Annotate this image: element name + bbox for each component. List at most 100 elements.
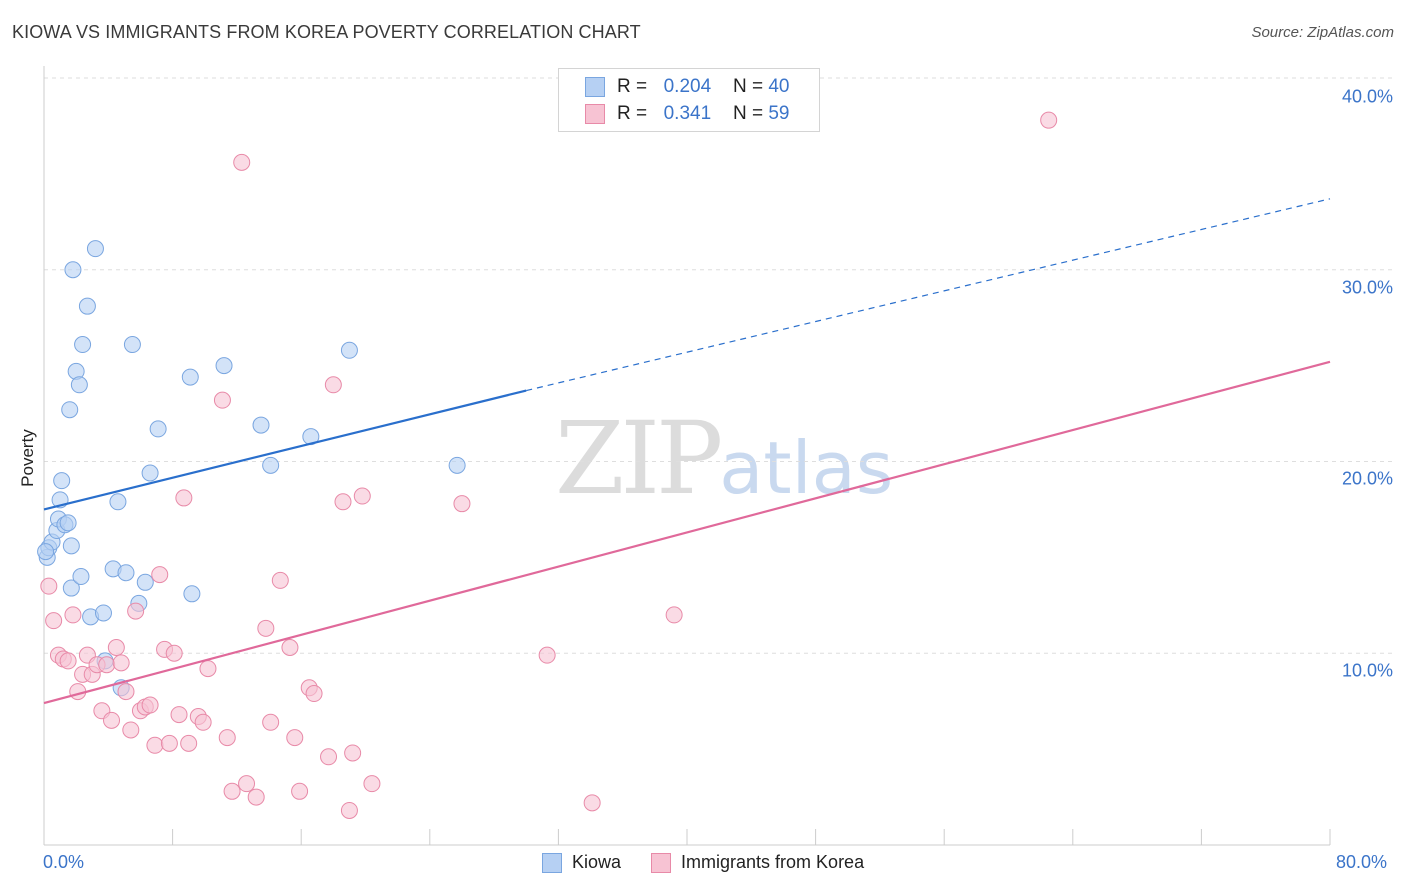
korea-point (334, 493, 352, 511)
korea-point (45, 612, 63, 630)
korea-point (305, 685, 323, 703)
legend-r-value: 0.341 (663, 103, 712, 124)
y-axis-label: Poverty (18, 429, 37, 487)
korea-point (160, 734, 178, 752)
legend-label-kiowa: Kiowa (572, 852, 622, 872)
kiowa-point (252, 416, 270, 434)
kiowa-point (94, 604, 112, 622)
korea-point (218, 729, 236, 747)
kiowa-point (448, 456, 466, 474)
korea-point (257, 619, 275, 637)
kiowa-point (149, 420, 167, 438)
korea-point (112, 654, 130, 672)
korea-point (213, 391, 231, 409)
korea-point (175, 489, 193, 507)
korea-point (538, 646, 556, 664)
kiowa-point (74, 336, 92, 354)
korea-point (107, 638, 125, 656)
korea-point (353, 487, 371, 505)
korea-point (238, 775, 256, 793)
legend-n-value: 40 (768, 76, 790, 97)
kiowa-point (59, 514, 77, 532)
korea-point (247, 788, 265, 806)
korea-point (223, 782, 241, 800)
kiowa-point (86, 240, 104, 258)
kiowa-point (183, 585, 201, 603)
kiowa-point (64, 261, 82, 279)
kiowa-point (53, 472, 71, 490)
watermark-atlas: atlas (719, 426, 894, 510)
kiowa-point (37, 543, 55, 561)
legend-n-value: 59 (768, 103, 790, 124)
y-tick-label-30: 30.0% (1341, 277, 1393, 298)
kiowa-point (136, 573, 154, 591)
korea-point (324, 376, 342, 394)
kiowa-trend-line (43, 389, 527, 511)
korea-point (344, 744, 362, 762)
korea-point (363, 775, 381, 793)
kiowa-legend-swatch (542, 852, 562, 873)
korea-point (271, 571, 289, 589)
kiowa-point (78, 297, 96, 315)
kiowa-point (61, 401, 79, 419)
y-tick-label-40: 40.0% (1341, 86, 1393, 107)
kiowa-point (141, 464, 159, 482)
kiowa-point (340, 341, 358, 359)
korea-point (320, 748, 338, 766)
korea-point (59, 652, 77, 670)
y-tick-label-10: 10.0% (1341, 660, 1393, 681)
korea-point (103, 711, 121, 729)
x-tick-label-max: 80.0% (1336, 852, 1388, 872)
kiowa-point (62, 579, 80, 597)
legend-n-label: N = (732, 103, 764, 124)
korea-point (141, 696, 159, 714)
kiowa-point (62, 537, 80, 555)
korea-point (199, 660, 217, 678)
korea-point (98, 656, 116, 674)
watermark-zip: ZIP (555, 400, 723, 517)
korea-trend-line (43, 360, 1331, 705)
korea-point (127, 602, 145, 620)
legend-r-label: R = (617, 76, 648, 97)
legend-label-korea: Immigrants from Korea (681, 852, 865, 872)
kiowa-point (181, 368, 199, 386)
kiowa-point (117, 564, 135, 582)
kiowa-trend-extension (526, 198, 1331, 392)
korea-point (170, 706, 188, 724)
chart-title: KIOWA VS IMMIGRANTS FROM KOREA POVERTY C… (12, 22, 641, 42)
series-legend: Kiowa Immigrants from Korea (542, 852, 894, 873)
zipatlas-watermark: ZIPatlas (555, 400, 893, 517)
source-label: Source: ZipAtlas.com (1251, 24, 1394, 41)
legend-r-label: R = (617, 103, 648, 124)
y-tick-label-20: 20.0% (1341, 468, 1393, 489)
korea-point (64, 606, 82, 624)
korea-point (117, 683, 135, 701)
legend-row-korea: R = 0.341 N = 59 (585, 102, 789, 126)
kiowa-swatch (585, 77, 605, 97)
legend-r-value: 0.204 (663, 76, 712, 97)
korea-point (281, 638, 299, 656)
korea-point (165, 644, 183, 662)
kiowa-point (72, 568, 90, 586)
korea-point (665, 606, 683, 624)
legend-item-korea: Immigrants from Korea (651, 852, 864, 873)
korea-legend-swatch (651, 852, 672, 873)
kiowa-point (262, 456, 280, 474)
korea-point (1040, 111, 1058, 129)
korea-swatch (585, 104, 605, 124)
korea-point (583, 794, 601, 812)
legend-item-kiowa: Kiowa (542, 852, 621, 873)
korea-point (453, 495, 471, 513)
korea-point (146, 736, 164, 754)
legend-n-label: N = (732, 76, 764, 97)
korea-point (194, 713, 212, 731)
x-tick-label-min: 0.0% (43, 852, 85, 872)
kiowa-point (109, 493, 127, 511)
korea-point (233, 153, 251, 171)
kiowa-point (215, 357, 233, 375)
korea-point (122, 721, 140, 739)
korea-point (151, 566, 169, 584)
korea-point (286, 729, 304, 747)
kiowa-point (123, 336, 141, 354)
